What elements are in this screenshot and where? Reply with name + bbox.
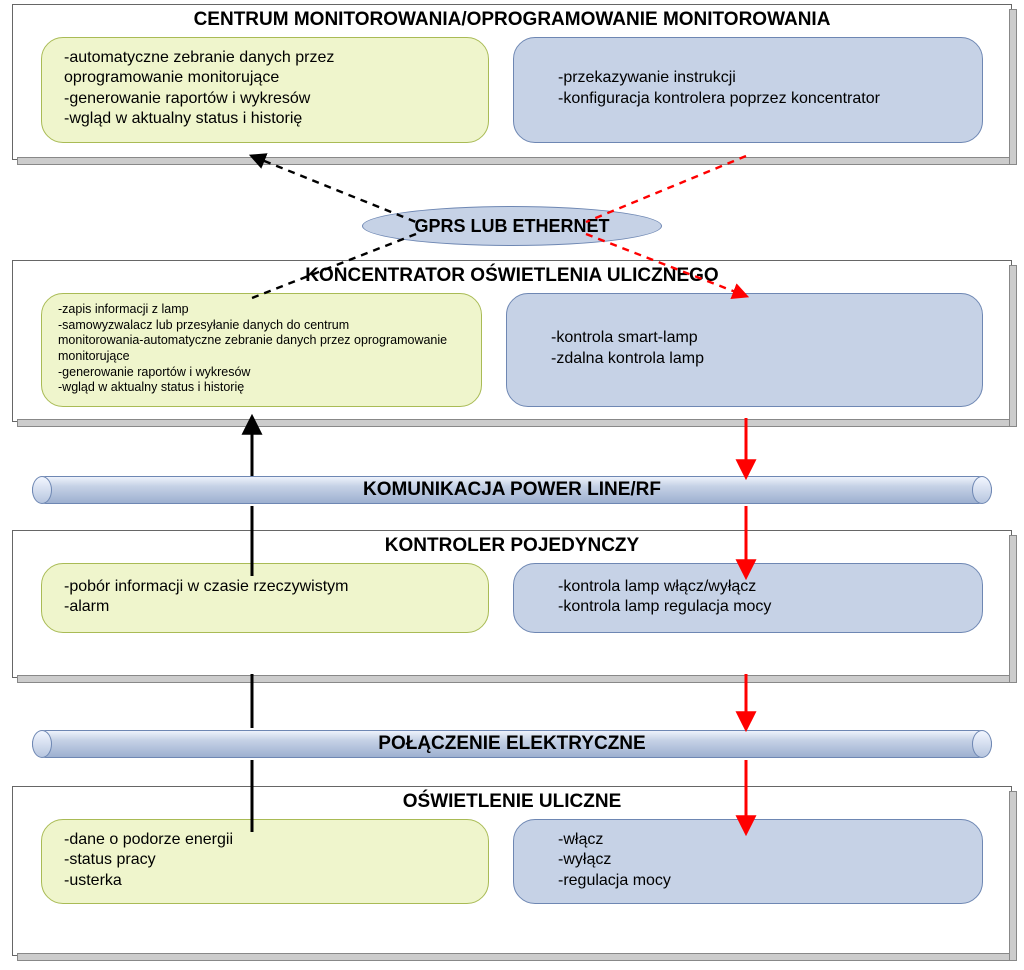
- text-line: monitorujące: [58, 349, 467, 365]
- box-monitoring-left: -automatyczne zebranie danych przezoprog…: [41, 37, 489, 143]
- text-line: monitorowania-automatyczne zebranie dany…: [58, 333, 467, 349]
- box-lighting-left: -dane o podorze energii-status pracy-ust…: [41, 819, 489, 904]
- pipe-electrical: POŁĄCZENIE ELEKTRYCZNE: [32, 730, 992, 758]
- box-concentrator-left: -zapis informacji z lamp-samowyzwalacz l…: [41, 293, 482, 407]
- pipe-label-powerline: KOMUNIKACJA POWER LINE/RF: [33, 477, 991, 503]
- layer-title-controller: KONTROLER POJEDYNCZY: [13, 531, 1011, 559]
- text-line: -pobór informacji w czasie rzeczywistym: [64, 577, 466, 597]
- arrow-mon_to_gprs_black_dashed: [252, 156, 416, 222]
- text-line: -konfiguracja kontrolera poprzez koncent…: [558, 89, 960, 109]
- text-line: -zapis informacji z lamp: [58, 302, 467, 318]
- layer-title-lighting: OŚWIETLENIE ULICZNE: [13, 787, 1011, 815]
- text-line: -wyłącz: [558, 850, 960, 870]
- text-line: -dane o podorze energii: [64, 830, 466, 850]
- text-line: -wgląd w aktualny status i historię: [64, 109, 466, 129]
- text-line: -alarm: [64, 597, 466, 617]
- layer-monitoring: CENTRUM MONITOROWANIA/OPROGRAMOWANIE MON…: [12, 4, 1012, 160]
- text-line: oprogramowanie monitorujące: [64, 68, 466, 88]
- text-line: -zdalna kontrola lamp: [551, 349, 960, 369]
- layer-title-concentrator: KONCENTRATOR OŚWIETLENIA ULICZNEGO: [13, 261, 1011, 289]
- text-line: -kontrola lamp włącz/wyłącz: [558, 577, 960, 597]
- text-line: -kontrola smart-lamp: [551, 328, 960, 348]
- layer-controller: KONTROLER POJEDYNCZY -pobór informacji w…: [12, 530, 1012, 678]
- pipe-label-electrical: POŁĄCZENIE ELEKTRYCZNE: [33, 731, 991, 757]
- text-line: -status pracy: [64, 850, 466, 870]
- text-line: -samowyzwalacz lub przesyłanie danych do…: [58, 318, 467, 334]
- box-lighting-right: -włącz-wyłącz-regulacja mocy: [513, 819, 983, 904]
- text-line: -usterka: [64, 871, 466, 891]
- text-line: -generowanie raportów i wykresów: [58, 365, 467, 381]
- box-concentrator-right: -kontrola smart-lamp-zdalna kontrola lam…: [506, 293, 983, 407]
- text-line: -automatyczne zebranie danych przez: [64, 48, 466, 68]
- layer-concentrator: KONCENTRATOR OŚWIETLENIA ULICZNEGO -zapi…: [12, 260, 1012, 422]
- text-line: -włącz: [558, 830, 960, 850]
- node-gprs-ethernet: GPRS LUB ETHERNET: [362, 206, 662, 246]
- box-controller-left: -pobór informacji w czasie rzeczywistym-…: [41, 563, 489, 633]
- box-controller-right: -kontrola lamp włącz/wyłącz-kontrola lam…: [513, 563, 983, 633]
- text-line: -wgląd w aktualny status i historię: [58, 380, 467, 396]
- layer-lighting: OŚWIETLENIE ULICZNE -dane o podorze ener…: [12, 786, 1012, 956]
- box-monitoring-right: -przekazywanie instrukcji-konfiguracja k…: [513, 37, 983, 143]
- pipe-powerline-rf: KOMUNIKACJA POWER LINE/RF: [32, 476, 992, 504]
- layer-title-monitoring: CENTRUM MONITOROWANIA/OPROGRAMOWANIE MON…: [13, 5, 1011, 33]
- text-line: -generowanie raportów i wykresów: [64, 89, 466, 109]
- text-line: -regulacja mocy: [558, 871, 960, 891]
- text-line: -kontrola lamp regulacja mocy: [558, 597, 960, 617]
- text-line: -przekazywanie instrukcji: [558, 68, 960, 88]
